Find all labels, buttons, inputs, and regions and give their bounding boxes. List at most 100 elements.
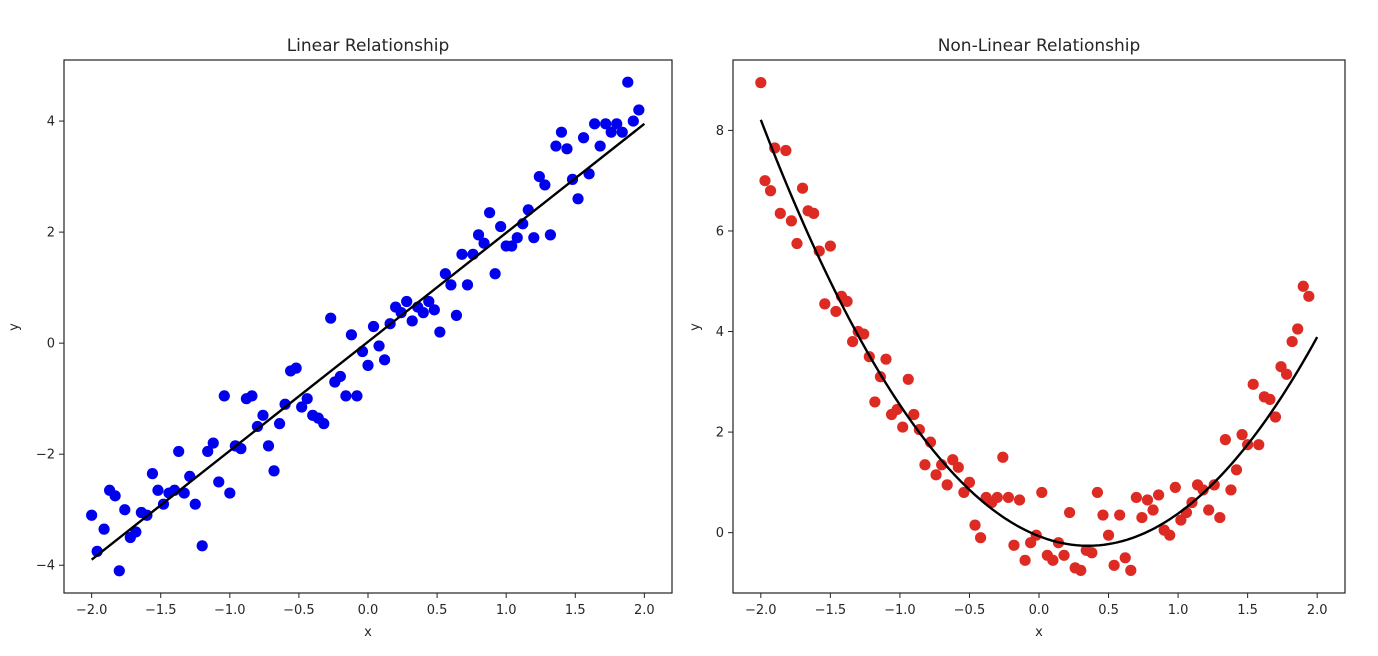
data-point bbox=[428, 304, 440, 316]
data-point bbox=[489, 268, 501, 280]
data-point bbox=[755, 77, 767, 89]
data-point bbox=[423, 295, 435, 308]
data-point bbox=[1269, 411, 1282, 423]
data-point bbox=[1208, 479, 1220, 491]
data-point bbox=[417, 307, 429, 319]
data-point bbox=[235, 443, 247, 455]
data-point bbox=[830, 305, 842, 318]
data-point bbox=[511, 232, 523, 244]
data-point bbox=[796, 182, 809, 194]
y-axis-ticks: −4 −2 0 2 4 bbox=[36, 115, 64, 574]
data-point bbox=[622, 76, 634, 88]
data-point bbox=[969, 519, 981, 531]
data-point bbox=[434, 326, 446, 338]
data-point bbox=[902, 373, 914, 385]
data-point bbox=[847, 335, 859, 348]
data-point bbox=[301, 393, 313, 405]
data-point bbox=[780, 144, 792, 157]
data-point bbox=[1292, 323, 1304, 335]
y-tick-label: 4 bbox=[47, 115, 55, 130]
y-tick-label: 2 bbox=[47, 226, 55, 241]
data-point bbox=[1214, 511, 1226, 524]
data-point bbox=[589, 118, 601, 130]
x-tick-label: 2.0 bbox=[634, 603, 655, 618]
data-point bbox=[930, 469, 942, 481]
data-point bbox=[1019, 554, 1031, 566]
data-point bbox=[974, 532, 987, 544]
data-point bbox=[478, 237, 490, 249]
data-point bbox=[251, 420, 264, 433]
x-tick-label: 0.5 bbox=[427, 603, 448, 618]
data-point bbox=[273, 418, 286, 430]
data-point bbox=[897, 421, 909, 433]
data-point bbox=[1064, 506, 1076, 519]
data-point bbox=[367, 320, 380, 333]
data-point bbox=[340, 390, 352, 402]
data-point bbox=[963, 476, 976, 488]
data-point bbox=[572, 193, 584, 205]
data-point bbox=[1125, 564, 1137, 576]
data-point bbox=[1130, 491, 1142, 504]
data-point bbox=[296, 401, 308, 413]
data-point bbox=[401, 295, 413, 308]
data-point bbox=[577, 132, 590, 144]
data-point bbox=[1197, 484, 1209, 496]
data-point bbox=[1219, 434, 1231, 446]
data-point bbox=[406, 315, 418, 327]
data-point bbox=[600, 118, 612, 130]
data-point bbox=[991, 491, 1003, 504]
data-point bbox=[952, 461, 964, 473]
y-tick-label: 6 bbox=[716, 224, 724, 239]
data-point bbox=[1236, 429, 1248, 441]
data-point bbox=[1119, 552, 1131, 564]
data-point bbox=[1091, 486, 1104, 499]
data-point bbox=[841, 295, 853, 307]
data-point bbox=[351, 390, 363, 402]
data-point bbox=[1164, 529, 1176, 541]
data-point bbox=[1297, 280, 1309, 292]
data-point bbox=[819, 298, 831, 310]
data-point bbox=[941, 479, 953, 491]
data-point bbox=[791, 237, 803, 250]
data-point bbox=[345, 329, 358, 341]
data-point bbox=[213, 476, 225, 488]
data-point bbox=[824, 240, 836, 252]
data-point bbox=[539, 179, 551, 191]
y-tick-label: −2 bbox=[36, 448, 55, 463]
x-tick-label: −0.5 bbox=[283, 603, 315, 618]
y-axis-label: y bbox=[688, 323, 703, 331]
data-point bbox=[764, 185, 777, 197]
data-point bbox=[378, 354, 391, 366]
x-tick-label: 1.0 bbox=[496, 603, 517, 618]
data-point bbox=[189, 498, 201, 510]
plot-marks bbox=[86, 76, 646, 577]
data-point bbox=[290, 362, 302, 374]
data-point bbox=[1102, 529, 1115, 541]
subplot-nonlinear: Non-Linear Relationship x y −2.0 −1.5 −1.0… bbox=[688, 36, 1346, 640]
data-point bbox=[461, 279, 474, 291]
y-tick-label: −4 bbox=[36, 559, 55, 574]
data-point bbox=[561, 143, 573, 155]
data-point bbox=[880, 353, 892, 365]
data-point bbox=[1058, 549, 1070, 561]
data-point bbox=[1203, 504, 1215, 516]
data-point bbox=[484, 207, 496, 219]
data-point bbox=[1225, 484, 1237, 496]
chart-title: Linear Relationship bbox=[287, 36, 450, 56]
x-tick-label: 0.0 bbox=[1029, 603, 1050, 618]
data-point bbox=[268, 465, 280, 477]
data-point bbox=[1008, 539, 1020, 551]
data-point bbox=[1036, 486, 1048, 499]
chart-title: Non-Linear Relationship bbox=[938, 36, 1141, 56]
data-point bbox=[1169, 481, 1181, 494]
data-point bbox=[224, 487, 236, 499]
x-tick-label: −1.5 bbox=[145, 603, 177, 618]
data-point bbox=[218, 390, 230, 402]
x-tick-label: −0.5 bbox=[954, 603, 986, 618]
data-point bbox=[279, 398, 291, 410]
data-point bbox=[130, 526, 142, 538]
data-point bbox=[1013, 494, 1026, 506]
data-point bbox=[759, 175, 771, 187]
data-point bbox=[395, 307, 407, 319]
data-point bbox=[1247, 378, 1259, 390]
